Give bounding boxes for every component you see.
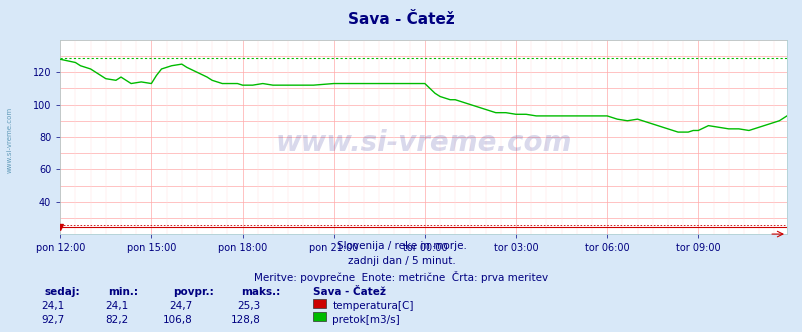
Text: min.:: min.: bbox=[108, 287, 138, 297]
Text: 128,8: 128,8 bbox=[231, 315, 261, 325]
Text: Meritve: povprečne  Enote: metrične  Črta: prva meritev: Meritve: povprečne Enote: metrične Črta:… bbox=[254, 271, 548, 283]
Text: Sava - Čatež: Sava - Čatež bbox=[348, 12, 454, 27]
Text: 106,8: 106,8 bbox=[163, 315, 192, 325]
Text: Sava - Čatež: Sava - Čatež bbox=[313, 287, 386, 297]
Text: 24,1: 24,1 bbox=[105, 301, 128, 311]
Text: 24,7: 24,7 bbox=[169, 301, 192, 311]
Text: www.si-vreme.com: www.si-vreme.com bbox=[6, 106, 13, 173]
Text: maks.:: maks.: bbox=[241, 287, 280, 297]
Text: Slovenija / reke in morje.: Slovenija / reke in morje. bbox=[336, 241, 466, 251]
Text: zadnji dan / 5 minut.: zadnji dan / 5 minut. bbox=[347, 256, 455, 266]
Text: pretok[m3/s]: pretok[m3/s] bbox=[332, 315, 399, 325]
Text: 92,7: 92,7 bbox=[41, 315, 64, 325]
Text: sedaj:: sedaj: bbox=[44, 287, 79, 297]
Text: 82,2: 82,2 bbox=[105, 315, 128, 325]
Text: temperatura[C]: temperatura[C] bbox=[332, 301, 413, 311]
Text: 24,1: 24,1 bbox=[41, 301, 64, 311]
Text: povpr.:: povpr.: bbox=[172, 287, 213, 297]
Text: 25,3: 25,3 bbox=[237, 301, 261, 311]
Text: www.si-vreme.com: www.si-vreme.com bbox=[275, 129, 571, 157]
